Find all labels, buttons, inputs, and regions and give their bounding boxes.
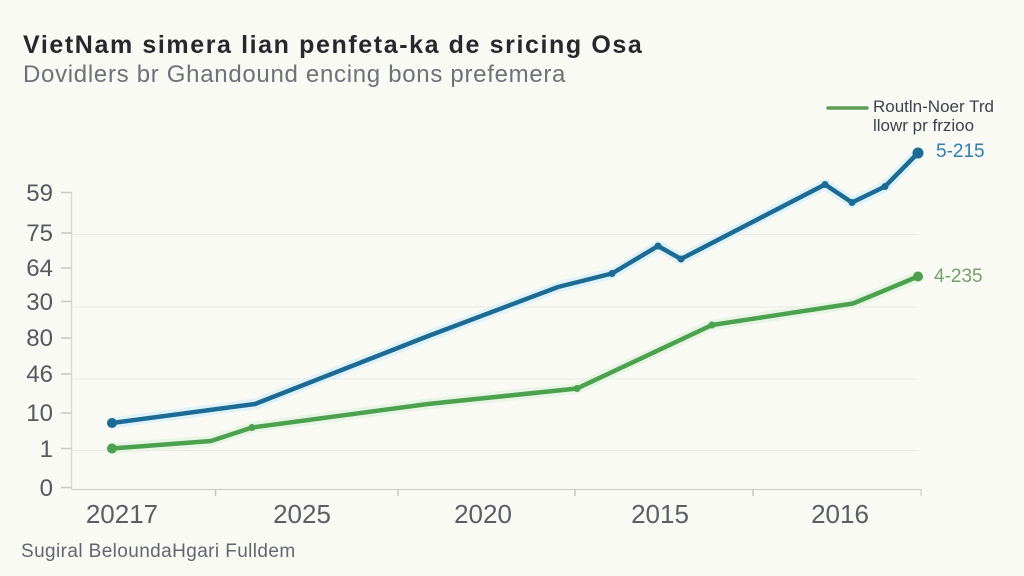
svg-text:0: 0	[40, 475, 53, 502]
svg-text:64: 64	[26, 255, 53, 282]
svg-text:46: 46	[26, 361, 53, 388]
svg-text:2020: 2020	[454, 499, 512, 529]
svg-text:2025: 2025	[273, 499, 331, 529]
svg-text:VietNam simera lian penfeta-ka: VietNam simera lian penfeta-ka de sricin…	[23, 31, 643, 59]
svg-text:Sugiral BeloundaHgari Fulldem: Sugiral BeloundaHgari Fulldem	[21, 541, 296, 562]
svg-text:Dovidlers br Ghandound encing: Dovidlers br Ghandound encing bons prefe…	[23, 61, 566, 88]
svg-text:80: 80	[26, 325, 53, 352]
svg-text:10: 10	[26, 400, 53, 427]
svg-text:4-235: 4-235	[934, 266, 983, 287]
svg-text:Routln-Noer Trd: Routln-Noer Trd	[873, 97, 994, 116]
svg-text:llowr pr frzioo: llowr pr frzioo	[873, 116, 974, 135]
svg-text:59: 59	[26, 180, 53, 207]
svg-text:2016: 2016	[811, 499, 869, 529]
svg-text:20217: 20217	[86, 499, 158, 529]
svg-text:2015: 2015	[631, 499, 689, 529]
svg-text:75: 75	[26, 220, 53, 247]
svg-text:1: 1	[40, 436, 53, 463]
svg-text:5-215: 5-215	[936, 141, 985, 162]
svg-text:30: 30	[26, 289, 53, 316]
